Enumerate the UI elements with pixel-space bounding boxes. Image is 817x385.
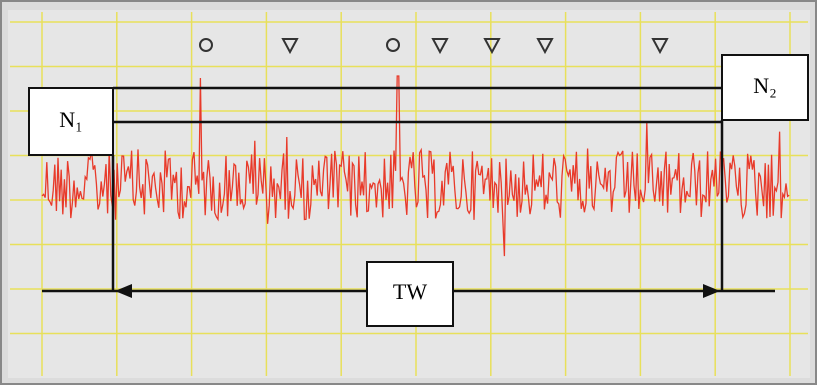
n1-label: N₁: [59, 107, 83, 132]
n2-label: N₂: [753, 73, 777, 98]
oscilloscope-figure: N₁ N₂ TW: [0, 0, 817, 385]
tw-label: TW: [393, 279, 427, 304]
page: N₁ N₂ TW (() => { const data = JSON.pars…: [0, 0, 817, 385]
